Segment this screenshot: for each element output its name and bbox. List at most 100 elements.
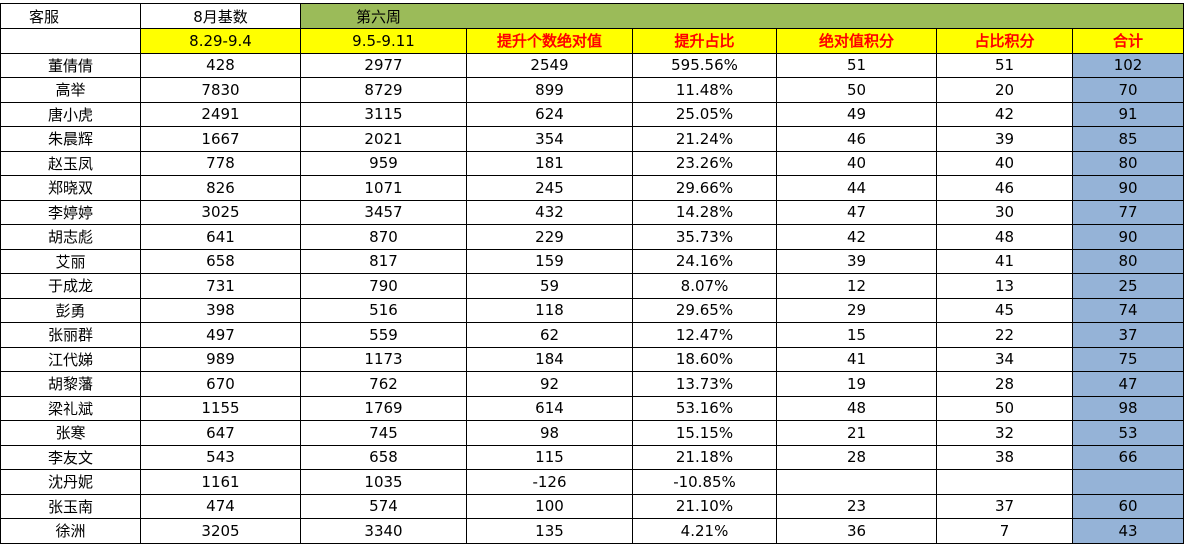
value-cell: 184: [466, 346, 633, 372]
data-row: 彭勇 398 516 118 29.65% 29 45 74: [0, 297, 1185, 323]
header-cell: 第六周: [299, 3, 1185, 29]
value-cell: 90: [1071, 224, 1185, 250]
data-row: 朱晨辉 1667 2021 354 21.24% 46 39 85: [0, 126, 1185, 152]
value-cell: 40: [936, 150, 1073, 176]
value-cell: 229: [466, 224, 633, 250]
value-cell: 66: [1071, 444, 1185, 470]
value-cell: 60: [1071, 493, 1185, 519]
value-cell: 47: [1071, 371, 1185, 397]
value-cell: 574: [300, 493, 467, 519]
value-cell: 21.24%: [632, 126, 777, 152]
value-cell: 98: [1071, 395, 1185, 421]
value-cell: 30: [936, 199, 1073, 225]
value-cell: 25.05%: [632, 101, 777, 127]
data-row: 李友文 543 658 115 21.18% 28 38 66: [0, 444, 1185, 470]
name-cell: 江代娣: [0, 346, 141, 372]
name-cell: 郑晓双: [0, 175, 141, 201]
data-row: 胡志彪 641 870 229 35.73% 42 48 90: [0, 224, 1185, 250]
value-cell: 3340: [300, 518, 467, 544]
name-cell: 张寒: [0, 420, 141, 446]
value-cell: 1769: [300, 395, 467, 421]
value-cell: 559: [300, 322, 467, 348]
name-cell: 赵玉凤: [0, 150, 141, 176]
value-cell: 543: [140, 444, 301, 470]
data-row: 张寒 647 745 98 15.15% 21 32 53: [0, 420, 1185, 446]
value-cell: 75: [1071, 346, 1185, 372]
header-cell: 合计: [1071, 28, 1185, 54]
value-cell: 21.18%: [632, 444, 777, 470]
header-row: 8.29-9.4 9.5-9.11 提升个数绝对值 提升占比 绝对值积分 占比积…: [0, 28, 1185, 54]
value-cell: 59: [466, 273, 633, 299]
header-cell: 8.29-9.4: [140, 28, 301, 54]
name-cell: 董倩倩: [0, 52, 141, 78]
value-cell: 46: [936, 175, 1073, 201]
value-cell: 647: [140, 420, 301, 446]
name-cell: 高举: [0, 77, 141, 103]
value-cell: [936, 469, 1073, 495]
value-cell: 29.66%: [632, 175, 777, 201]
data-row: 李婷婷 3025 3457 432 14.28% 47 30 77: [0, 199, 1185, 225]
data-row: 董倩倩 428 2977 2549 595.56% 51 51 102: [0, 52, 1185, 78]
value-cell: 624: [466, 101, 633, 127]
value-cell: 614: [466, 395, 633, 421]
value-cell: [1071, 469, 1185, 495]
name-cell: 梁礼斌: [0, 395, 141, 421]
value-cell: 102: [1071, 52, 1185, 78]
value-cell: 497: [140, 322, 301, 348]
value-cell: 43: [1071, 518, 1185, 544]
value-cell: 658: [300, 444, 467, 470]
name-cell: 彭勇: [0, 297, 141, 323]
value-cell: 39: [776, 248, 937, 274]
data-row: 张玉南 474 574 100 21.10% 23 37 60: [0, 493, 1185, 519]
value-cell: 42: [776, 224, 937, 250]
value-cell: 77: [1071, 199, 1185, 225]
value-cell: 90: [1071, 175, 1185, 201]
name-cell: 艾丽: [0, 248, 141, 274]
header-cell: 提升个数绝对值: [466, 28, 633, 54]
value-cell: 595.56%: [632, 52, 777, 78]
value-cell: 135: [466, 518, 633, 544]
value-cell: 959: [300, 150, 467, 176]
value-cell: 48: [776, 395, 937, 421]
value-cell: 92: [466, 371, 633, 397]
value-cell: 29.65%: [632, 297, 777, 323]
name-cell: 朱晨辉: [0, 126, 141, 152]
value-cell: 2491: [140, 101, 301, 127]
value-cell: 641: [140, 224, 301, 250]
value-cell: 19: [776, 371, 937, 397]
value-cell: 354: [466, 126, 633, 152]
value-cell: 80: [1071, 248, 1185, 274]
value-cell: 115: [466, 444, 633, 470]
value-cell: [776, 469, 937, 495]
header-cell: 提升占比: [632, 28, 777, 54]
value-cell: 23.26%: [632, 150, 777, 176]
value-cell: 80: [1071, 150, 1185, 176]
value-cell: 2977: [300, 52, 467, 78]
name-cell: 张丽群: [0, 322, 141, 348]
value-cell: 1173: [300, 346, 467, 372]
header-cell: 绝对值积分: [776, 28, 937, 54]
data-row: 张丽群 497 559 62 12.47% 15 22 37: [0, 322, 1185, 348]
score-table: 客服 8月基数 第六周 8.29-9.4 9.5-9.11 提升个数绝对值 提升…: [0, 3, 1185, 544]
value-cell: 745: [300, 420, 467, 446]
name-cell: 李友文: [0, 444, 141, 470]
value-cell: 245: [466, 175, 633, 201]
data-row: 梁礼斌 1155 1769 614 53.16% 48 50 98: [0, 395, 1185, 421]
value-cell: 91: [1071, 101, 1185, 127]
value-cell: 2549: [466, 52, 633, 78]
data-row: 唐小虎 2491 3115 624 25.05% 49 42 91: [0, 101, 1185, 127]
value-cell: 428: [140, 52, 301, 78]
value-cell: 21: [776, 420, 937, 446]
value-cell: 398: [140, 297, 301, 323]
name-cell: 李婷婷: [0, 199, 141, 225]
value-cell: 516: [300, 297, 467, 323]
value-cell: 3205: [140, 518, 301, 544]
value-cell: 32: [936, 420, 1073, 446]
value-cell: 762: [300, 371, 467, 397]
data-row: 高举 7830 8729 899 11.48% 50 20 70: [0, 77, 1185, 103]
value-cell: 39: [936, 126, 1073, 152]
value-cell: 4.21%: [632, 518, 777, 544]
page: 客服 8月基数 第六周 8.29-9.4 9.5-9.11 提升个数绝对值 提升…: [0, 3, 1194, 551]
header-row: 客服 8月基数 第六周: [0, 3, 1185, 29]
name-cell: 沈丹妮: [0, 469, 141, 495]
